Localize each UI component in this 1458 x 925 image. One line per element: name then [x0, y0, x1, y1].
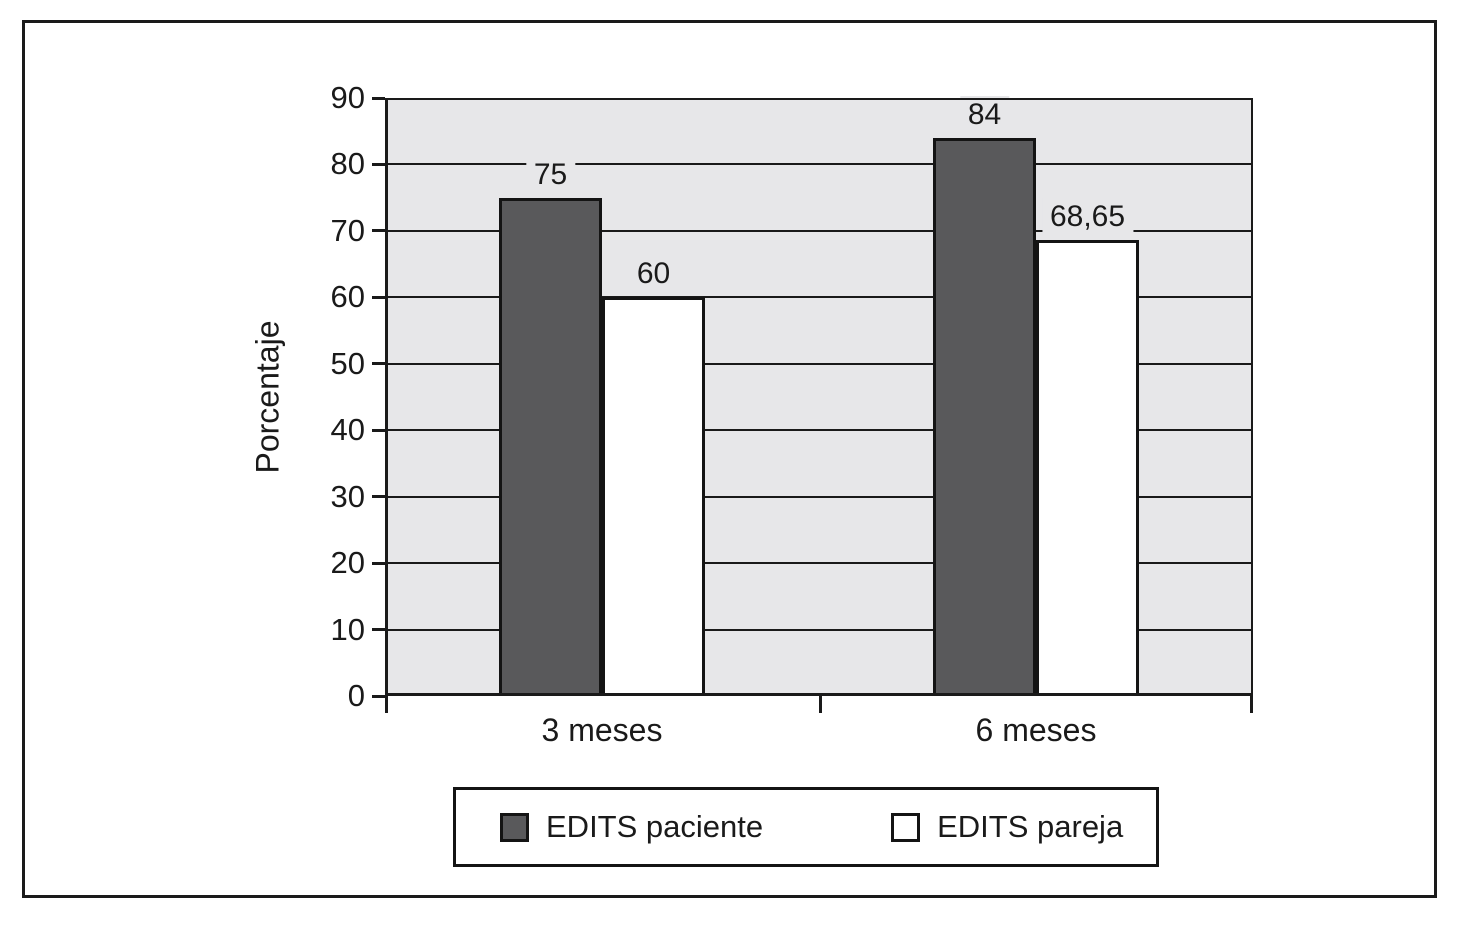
y-tick-label-60: 60 [330, 279, 365, 315]
gridline-10 [385, 628, 1253, 631]
y-tick-10 [372, 628, 385, 632]
gridline-40 [385, 429, 1253, 432]
y-axis-title: Porcentaje [249, 320, 286, 474]
plot-area: 0 10 20 30 40 50 60 70 80 90 75 60 3 meses 84 68,65 6 m… [331, 80, 1253, 748]
bar-edits-paciente-3-meses [499, 197, 602, 696]
y-tick-label-90: 90 [330, 80, 365, 115]
y-tick-0 [372, 694, 385, 698]
y-tick-label-50: 50 [330, 345, 365, 381]
y-tick-label-30: 30 [330, 478, 365, 514]
x-axis-line [385, 693, 1253, 696]
legend-label-pareja: EDITS pareja [937, 809, 1124, 844]
value-label-edits-paciente-3-meses: 75 [525, 155, 576, 194]
legend-swatch-pareja-icon [891, 812, 921, 842]
legend-item-edits-pareja: EDITS pareja [891, 809, 1123, 845]
y-tick-50 [372, 362, 385, 366]
value-label-edits-paciente-6-meses: 84 [959, 95, 1010, 134]
gridline-80 [385, 163, 1253, 166]
y-tick-label-20: 20 [330, 545, 365, 581]
legend-item-edits-paciente: EDITS paciente [500, 809, 763, 845]
y-tick-label-10: 10 [330, 611, 365, 647]
y-tick-30 [372, 495, 385, 499]
x-tick-1 [819, 696, 822, 713]
figure-border: Porcentaje 0 10 20 30 40 50 60 70 80 90 75 60 3 mese… [22, 20, 1437, 898]
x-tick-0 [385, 696, 388, 713]
y-tick-90 [372, 96, 385, 100]
legend-swatch-paciente-icon [500, 812, 529, 842]
y-tick-60 [372, 295, 385, 299]
x-tick-2 [1250, 696, 1253, 713]
value-label-edits-pareja-6-meses: 68,65 [1041, 197, 1134, 236]
y-tick-80 [372, 162, 385, 166]
y-tick-label-70: 70 [330, 212, 365, 248]
y-tick-70 [372, 229, 385, 233]
legend: EDITS paciente EDITS pareja [453, 787, 1159, 867]
legend-label-paciente: EDITS paciente [546, 809, 764, 844]
y-tick-40 [372, 428, 385, 432]
y-tick-label-0: 0 [347, 678, 365, 713]
gridline-60 [385, 296, 1253, 299]
value-label-edits-pareja-3-meses: 60 [628, 255, 679, 294]
plot-top-border [385, 98, 1253, 100]
plot-right-border [1251, 98, 1253, 696]
x-category-label-6-meses: 6 meses [975, 712, 1097, 748]
y-tick-label-40: 40 [330, 412, 365, 448]
bar-edits-paciente-6-meses [933, 137, 1036, 696]
y-axis-line [385, 98, 388, 696]
bar-edits-pareja-3-meses [602, 297, 705, 696]
gridline-30 [385, 495, 1253, 498]
gridline-20 [385, 562, 1253, 565]
bar-edits-pareja-6-meses [1036, 239, 1139, 696]
y-tick-label-80: 80 [330, 146, 365, 182]
gridline-70 [385, 229, 1253, 232]
y-tick-20 [372, 561, 385, 565]
x-category-label-3-meses: 3 meses [541, 712, 663, 748]
gridline-50 [385, 362, 1253, 365]
